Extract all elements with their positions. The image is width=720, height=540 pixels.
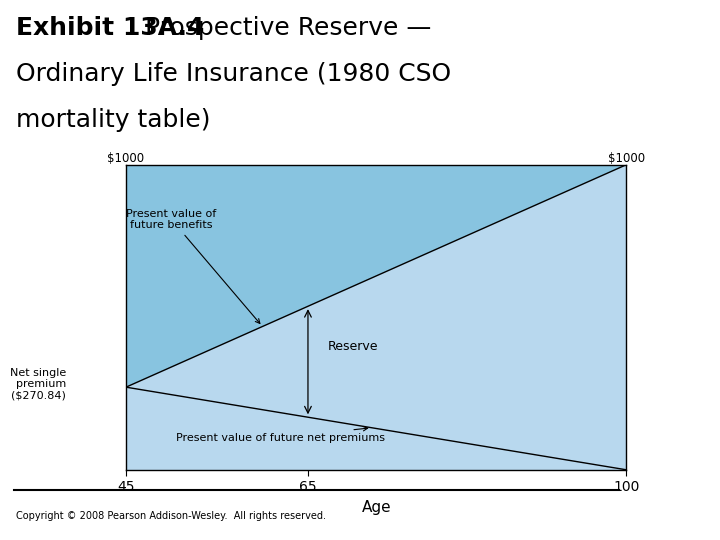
Text: Exhibit 13A.4: Exhibit 13A.4 <box>16 16 204 40</box>
Text: $1000: $1000 <box>107 152 145 165</box>
Text: $1000: $1000 <box>608 152 645 165</box>
Text: Present value of future net premiums: Present value of future net premiums <box>176 427 385 443</box>
Text: 11: 11 <box>654 505 685 525</box>
Polygon shape <box>126 165 626 470</box>
Text: Present value of
future benefits: Present value of future benefits <box>127 209 260 323</box>
Text: Reserve: Reserve <box>328 340 379 353</box>
Text: Ordinary Life Insurance (1980 CSO: Ordinary Life Insurance (1980 CSO <box>16 62 451 86</box>
Text: Net single
premium
($270.84): Net single premium ($270.84) <box>9 368 66 401</box>
X-axis label: Age: Age <box>361 500 391 515</box>
Text: Copyright © 2008 Pearson Addison-Wesley.  All rights reserved.: Copyright © 2008 Pearson Addison-Wesley.… <box>16 511 326 521</box>
Polygon shape <box>126 165 626 387</box>
Text: Prospective Reserve —: Prospective Reserve — <box>137 16 431 40</box>
Text: mortality table): mortality table) <box>16 108 210 132</box>
